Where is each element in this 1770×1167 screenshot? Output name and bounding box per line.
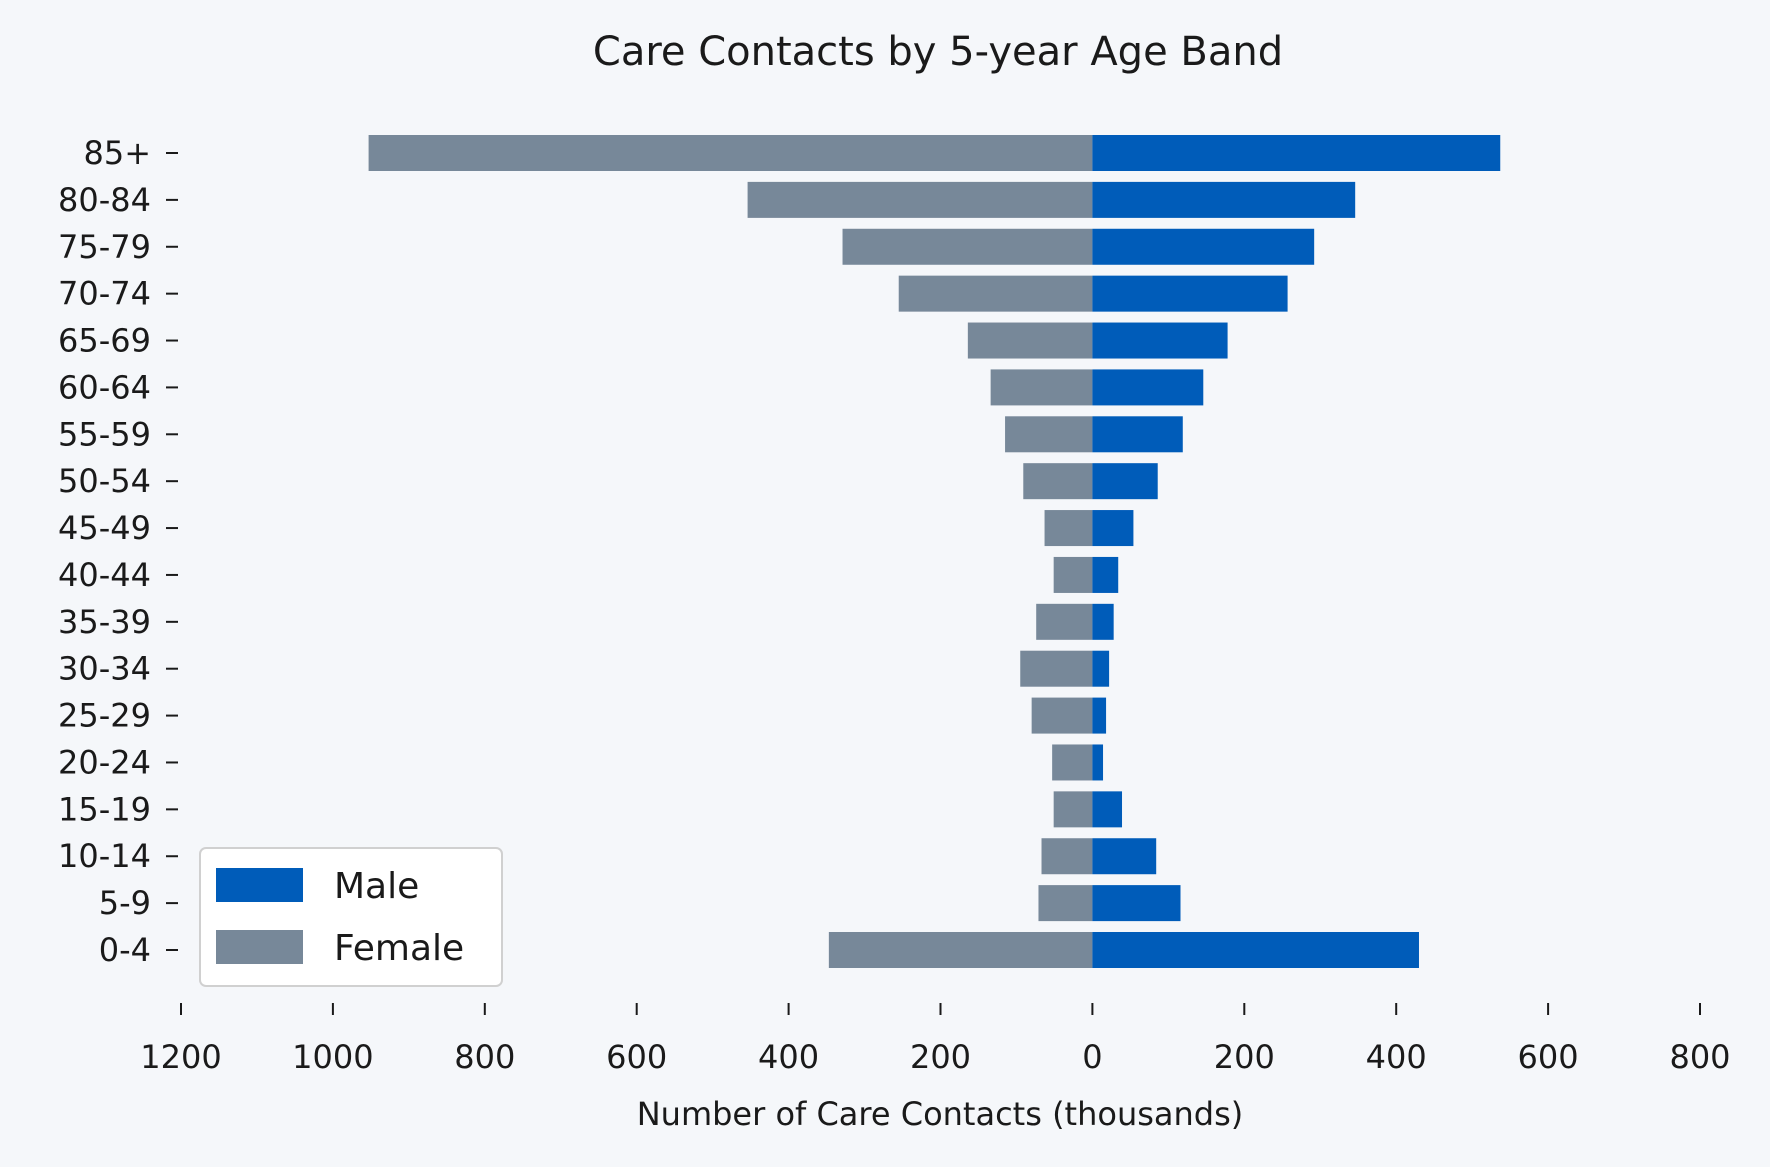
legend-swatch-female (216, 930, 303, 964)
x-tick-label-4: 400 (758, 1038, 819, 1076)
y-tick-label-5-9: 5-9 (99, 884, 151, 922)
bar-female-80-84 (747, 181, 1093, 218)
chart-title: Care Contacts by 5-year Age Band (593, 29, 1283, 75)
y-tick-label-55-59: 55-59 (58, 415, 151, 453)
x-tick-label-0: 1200 (140, 1038, 221, 1076)
x-tick-label-8: 400 (1366, 1038, 1427, 1076)
bar-male-60-64 (1092, 369, 1204, 406)
bars (368, 135, 1501, 968)
bar-female-50-54 (1023, 463, 1093, 500)
bar-female-0-4 (828, 932, 1093, 968)
y-tick-label-25-29: 25-29 (58, 697, 151, 735)
bar-male-5-9 (1092, 885, 1181, 922)
bar-male-15-19 (1092, 791, 1123, 828)
bar-female-70-74 (898, 275, 1093, 312)
y-tick-label-10-14: 10-14 (58, 837, 151, 875)
bar-female-85+ (368, 135, 1093, 171)
bar-male-85+ (1092, 135, 1501, 171)
bar-male-0-4 (1092, 932, 1419, 968)
x-tick-label-5: 200 (910, 1038, 971, 1076)
bar-female-15-19 (1053, 791, 1093, 828)
bar-female-75-79 (842, 228, 1093, 265)
bar-male-25-29 (1092, 697, 1107, 734)
x-tick-label-6: 0 (1082, 1038, 1102, 1076)
bar-male-50-54 (1092, 463, 1158, 500)
bar-male-40-44 (1092, 556, 1119, 593)
x-tick-label-3: 600 (606, 1038, 667, 1076)
bar-male-75-79 (1092, 228, 1315, 265)
bar-male-45-49 (1092, 510, 1134, 547)
y-tick-label-60-64: 60-64 (58, 368, 151, 406)
bar-male-35-39 (1092, 603, 1114, 640)
y-tick-label-30-34: 30-34 (58, 650, 151, 688)
y-tick-label-40-44: 40-44 (58, 556, 151, 594)
x-tick-label-10: 800 (1669, 1038, 1730, 1076)
x-axis: 1200 1000 800 600 400 200 0 200 400 600 800 (140, 1003, 1731, 1076)
bar-female-30-34 (1020, 650, 1093, 687)
y-tick-label-35-39: 35-39 (58, 603, 151, 641)
bar-male-80-84 (1092, 181, 1356, 218)
y-tick-label-80-84: 80-84 (58, 181, 151, 219)
y-tick-label-65-69: 65-69 (58, 322, 151, 360)
x-tick-label-7: 200 (1214, 1038, 1275, 1076)
bar-male-30-34 (1092, 650, 1110, 687)
bar-female-35-39 (1036, 603, 1093, 640)
bar-female-40-44 (1053, 556, 1093, 593)
legend-label-male: Male (334, 866, 419, 907)
bar-female-10-14 (1041, 838, 1093, 875)
bar-female-60-64 (990, 369, 1093, 406)
y-tick-label-15-19: 15-19 (58, 790, 151, 828)
y-tick-label-20-24: 20-24 (58, 743, 151, 781)
bar-female-5-9 (1038, 885, 1093, 922)
legend-swatch-male (216, 868, 303, 902)
bar-female-55-59 (1005, 416, 1093, 453)
legend: Male Female (199, 847, 503, 987)
y-tick-label-0-4: 0-4 (99, 931, 151, 969)
y-tick-label-85+: 85+ (83, 134, 151, 172)
y-tick-label-75-79: 75-79 (58, 228, 151, 266)
x-tick-label-9: 600 (1518, 1038, 1579, 1076)
bar-male-10-14 (1092, 838, 1157, 875)
bar-male-20-24 (1092, 744, 1104, 781)
bar-male-70-74 (1092, 275, 1288, 312)
bar-female-20-24 (1052, 744, 1093, 781)
x-axis-label: Number of Care Contacts (thousands) (637, 1095, 1244, 1133)
legend-label-female: Female (334, 928, 464, 969)
y-tick-label-70-74: 70-74 (58, 275, 151, 313)
bar-male-55-59 (1092, 416, 1183, 453)
y-tick-label-50-54: 50-54 (58, 462, 151, 500)
y-tick-label-45-49: 45-49 (58, 509, 151, 547)
bar-female-65-69 (967, 322, 1093, 359)
y-axis: 0-4 5-9 10-14 15-19 20-24 25-29 30-34 35-39 40-4… (58, 134, 178, 969)
x-tick-label-2: 800 (454, 1038, 515, 1076)
bar-female-25-29 (1031, 697, 1093, 734)
bar-male-65-69 (1092, 322, 1228, 359)
x-tick-label-1: 1000 (292, 1038, 373, 1076)
bar-female-45-49 (1044, 510, 1093, 547)
